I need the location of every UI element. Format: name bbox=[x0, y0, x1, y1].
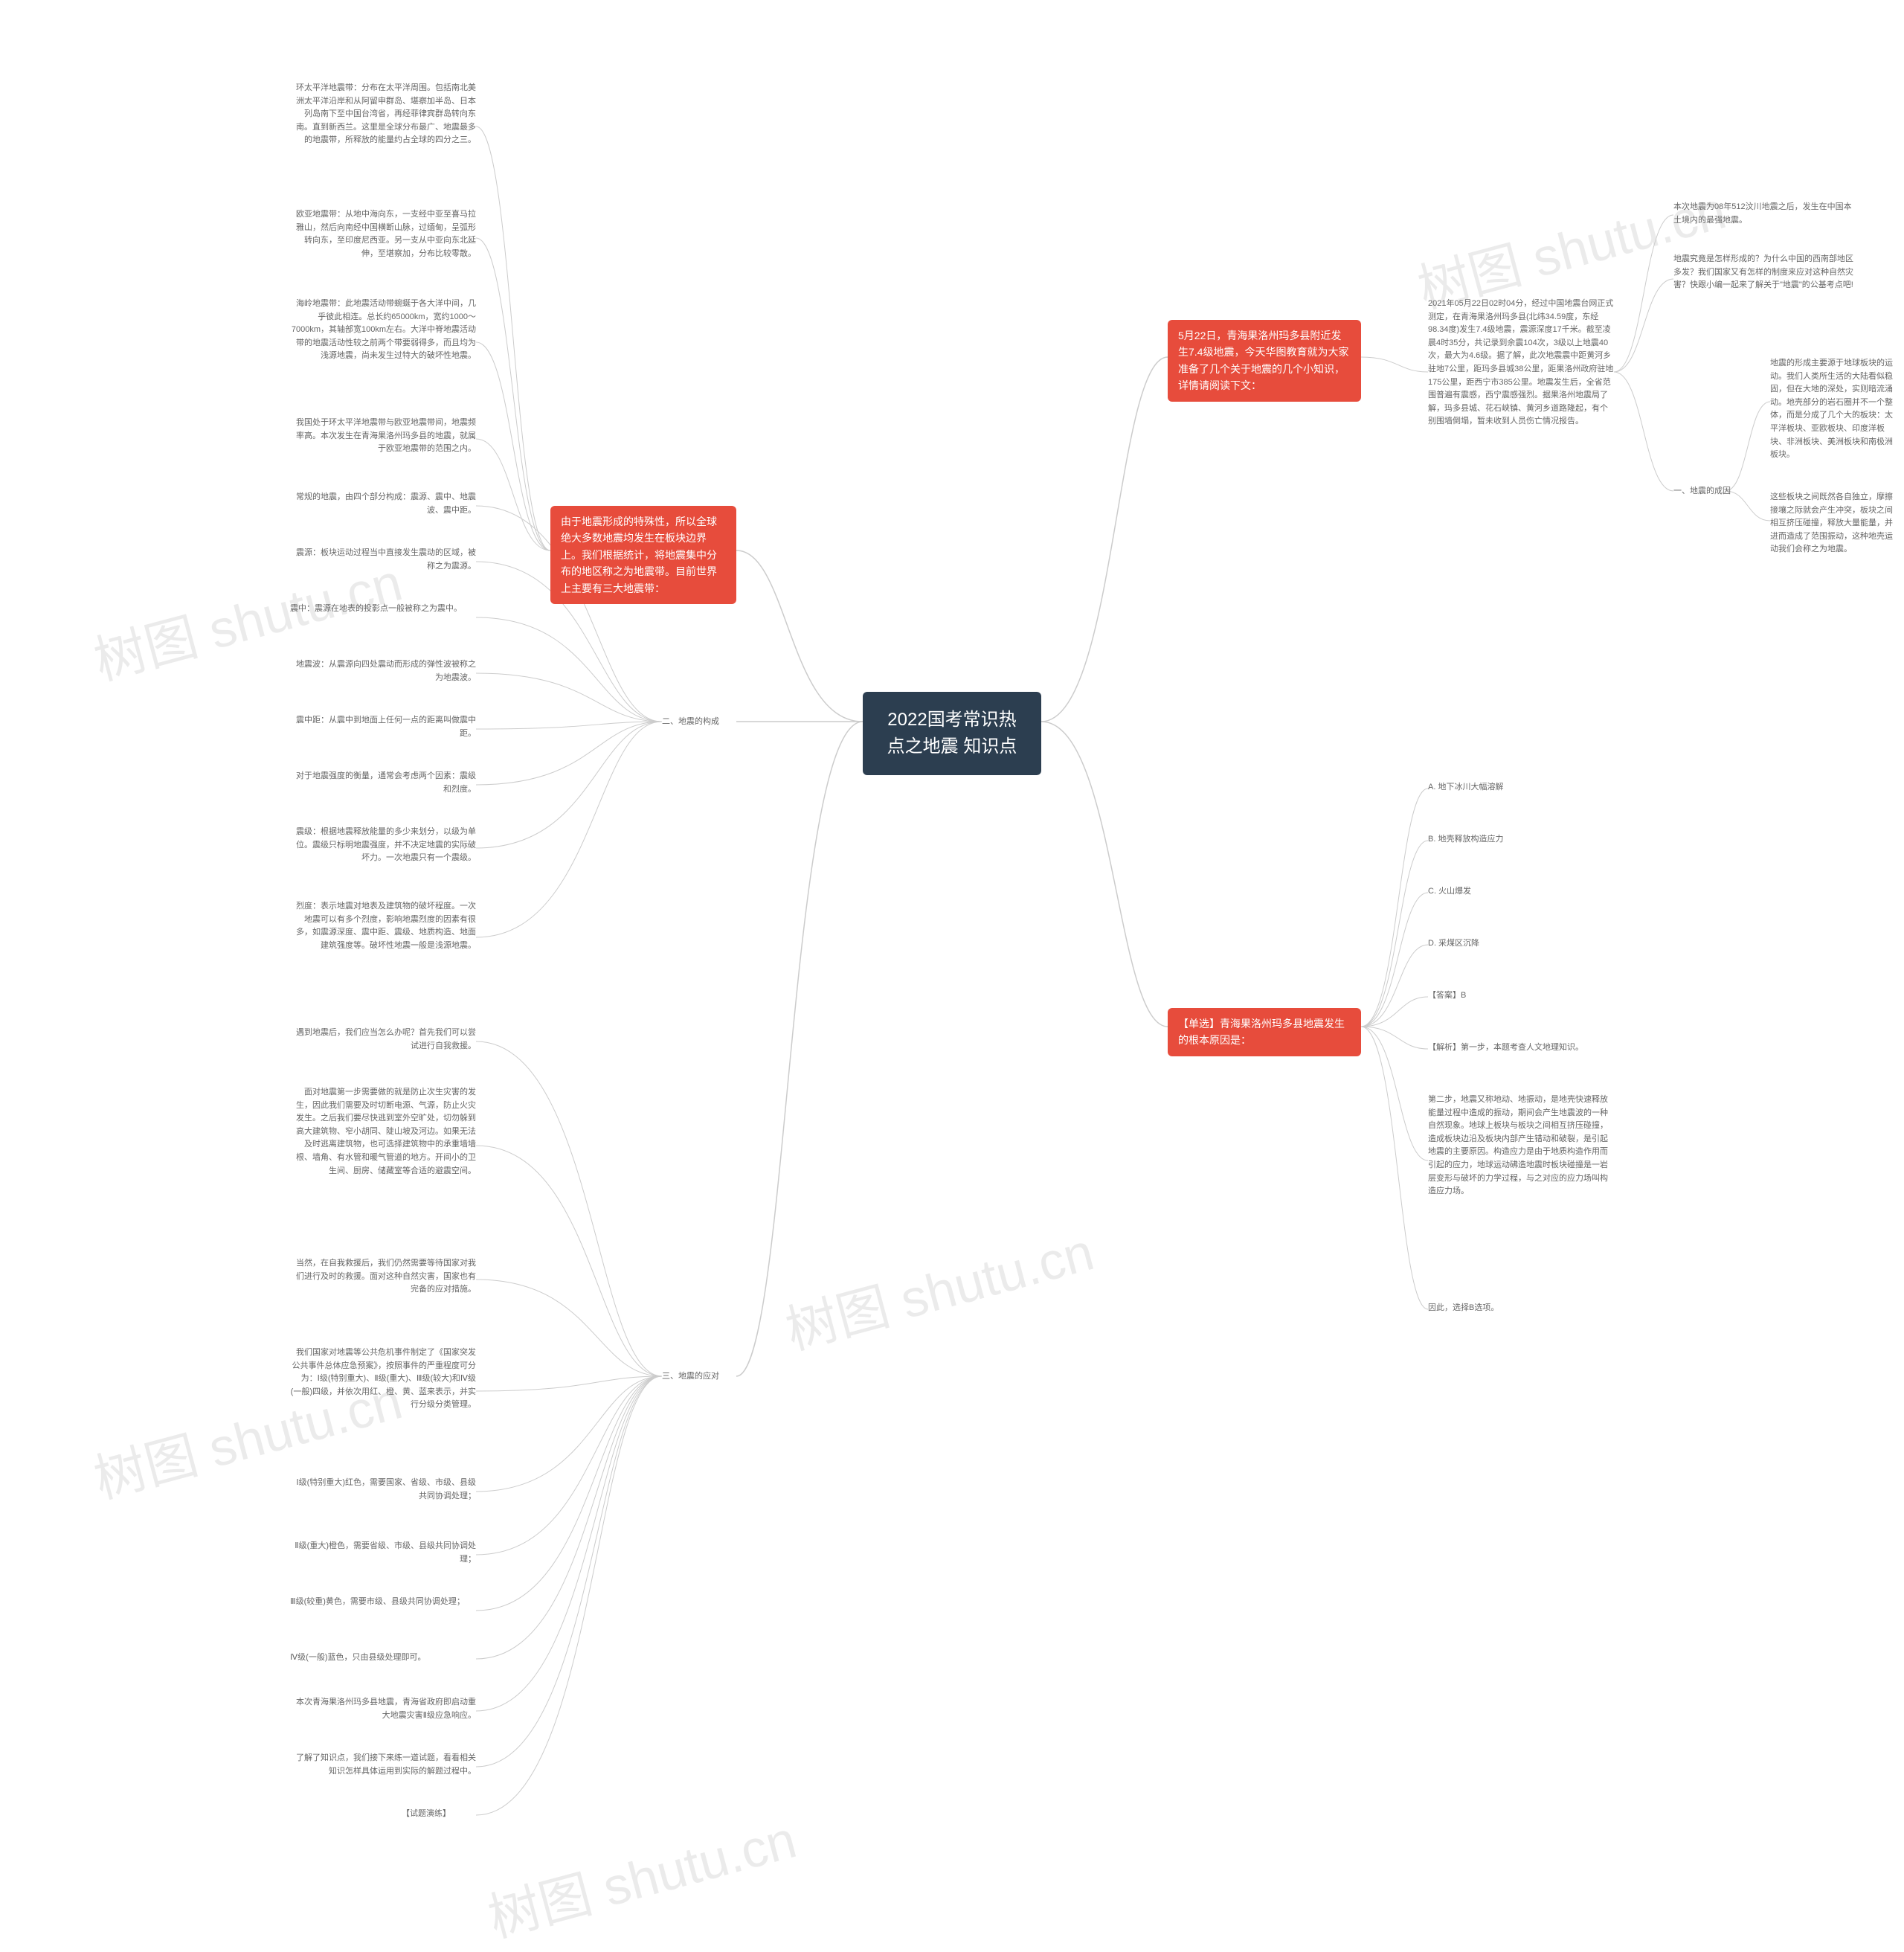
leaf: 海岭地震带：此地震活动带蜿蜒于各大洋中间，几乎彼此相连。总长约65000km，宽… bbox=[290, 298, 476, 363]
conclusion: 因此，选择B选项。 bbox=[1428, 1302, 1499, 1315]
leaf: 震中：震源在地表的投影点一般被称之为震中。 bbox=[290, 603, 476, 616]
leaf: 本次地震为08年512汶川地震之后，发生在中国本土境内的最强地震。 bbox=[1673, 201, 1859, 227]
answer: 【答案】B bbox=[1428, 989, 1466, 1003]
leaf: Ⅲ级(较重)黄色，需要市级、县级共同协调处理； bbox=[290, 1596, 476, 1609]
leaf: 地震的形成主要源于地球板块的运动。我们人类所生活的大陆看似稳固，但在大地的深处，… bbox=[1770, 357, 1897, 462]
leaf: 2021年05月22日02时04分，经过中国地震台网正式测定，在青海果洛州玛多县… bbox=[1428, 298, 1614, 428]
leaf: 欧亚地震带：从地中海向东，一支经中亚至喜马拉雅山，然后向南经中国横断山脉，过缅甸… bbox=[290, 208, 476, 260]
leaf: 地震究竟是怎样形成的？为什么中国的西南部地区多发？我们国家又有怎样的制度来应对这… bbox=[1673, 253, 1859, 292]
leaf: 烈度：表示地震对地表及建筑物的破坏程度。一次地震可以有多个烈度，影响地震烈度的因… bbox=[290, 900, 476, 952]
watermark: 树图 shutu.cn bbox=[776, 1210, 1101, 1364]
leaf: Ⅱ级(重大)橙色，需要省级、市级、县级共同协调处理； bbox=[290, 1540, 476, 1566]
branch-l3[interactable]: 三、地震的应对 bbox=[662, 1369, 719, 1385]
leaf: 本次青海果洛州玛多县地震，青海省政府即启动重大地震灾害Ⅱ级应急响应。 bbox=[290, 1696, 476, 1722]
leaf: 我国处于环太平洋地震带与欧亚地震带间，地震频率高。本次发生在青海果洛州玛多县的地… bbox=[290, 417, 476, 456]
sub-cause: 一、地震的成因 bbox=[1673, 484, 1731, 500]
leaf: 当然，在自我救援后，我们仍然需要等待国家对我们进行及时的救援。面对这种自然灾害，… bbox=[290, 1257, 476, 1297]
leaf: 对于地震强度的衡量，通常会考虑两个因素：震级和烈度。 bbox=[290, 770, 476, 796]
leaf: 这些板块之间既然各自独立，摩擦接壤之际就会产生冲突，板块之间相互挤压碰撞，释放大… bbox=[1770, 491, 1897, 556]
leaf: 震级：根据地震释放能量的多少来划分，以级为单位。震级只标明地震强度，并不决定地震… bbox=[290, 826, 476, 865]
analysis-1: 【解析】第一步，本题考查人文地理知识。 bbox=[1428, 1041, 1614, 1055]
option-a: A. 地下冰川大幅溶解 bbox=[1428, 781, 1503, 794]
leaf: 震源：板块运动过程当中直接发生震动的区域，被称之为震源。 bbox=[290, 547, 476, 573]
leaf: 了解了知识点，我们接下来练一道试题，看看相关知识怎样具体运用到实际的解题过程中。 bbox=[290, 1752, 476, 1778]
leaf: Ⅳ级(一般)蓝色，只由县级处理即可。 bbox=[290, 1651, 476, 1665]
leaf: 环太平洋地震带：分布在太平洋周围。包括南北美洲太平洋沿岸和从阿留申群岛、堪察加半… bbox=[290, 82, 476, 147]
analysis-2: 第二步，地震又称地动、地振动，是地壳快速释放能量过程中造成的振动，期间会产生地震… bbox=[1428, 1094, 1614, 1198]
watermark: 树图 shutu.cn bbox=[479, 1798, 803, 1952]
option-d: D. 采煤区沉降 bbox=[1428, 937, 1479, 951]
leaf: Ⅰ级(特别重大)红色，需要国家、省级、市级、县级共同协调处理； bbox=[290, 1477, 476, 1503]
branch-l1[interactable]: 由于地震形成的特殊性，所以全球绝大多数地震均发生在板块边界上。我们根据统计，将地… bbox=[550, 506, 736, 604]
branch-r2[interactable]: 【单选】青海果洛州玛多县地震发生的根本原因是： bbox=[1168, 1008, 1361, 1056]
leaf: 常规的地震，由四个部分构成：震源、震中、地震波、震中距。 bbox=[290, 491, 476, 517]
root-node[interactable]: 2022国考常识热点之地震 知识点 bbox=[863, 692, 1041, 775]
leaf: 地震波：从震源向四处震动而形成的弹性波被称之为地震波。 bbox=[290, 658, 476, 684]
leaf: 面对地震第一步需要做的就是防止次生灾害的发生，因此我们需要及时切断电源、气源，防… bbox=[290, 1086, 476, 1178]
leaf: 我们国家对地震等公共危机事件制定了《国家突发公共事件总体应急预案》，按照事件的严… bbox=[290, 1346, 476, 1412]
branch-r1[interactable]: 5月22日，青海果洛州玛多县附近发生7.4级地震，今天华图教育就为大家准备了几个… bbox=[1168, 320, 1361, 402]
leaf: 遇到地震后，我们应当怎么办呢？首先我们可以尝试进行自我救援。 bbox=[290, 1027, 476, 1053]
branch-l2[interactable]: 二、地震的构成 bbox=[662, 714, 719, 731]
option-b: B. 地壳释放构造应力 bbox=[1428, 833, 1503, 847]
leaf: 【试题演练】 bbox=[402, 1808, 476, 1821]
leaf: 震中距：从震中到地面上任何一点的距离叫做震中距。 bbox=[290, 714, 476, 740]
option-c: C. 火山爆发 bbox=[1428, 885, 1471, 899]
